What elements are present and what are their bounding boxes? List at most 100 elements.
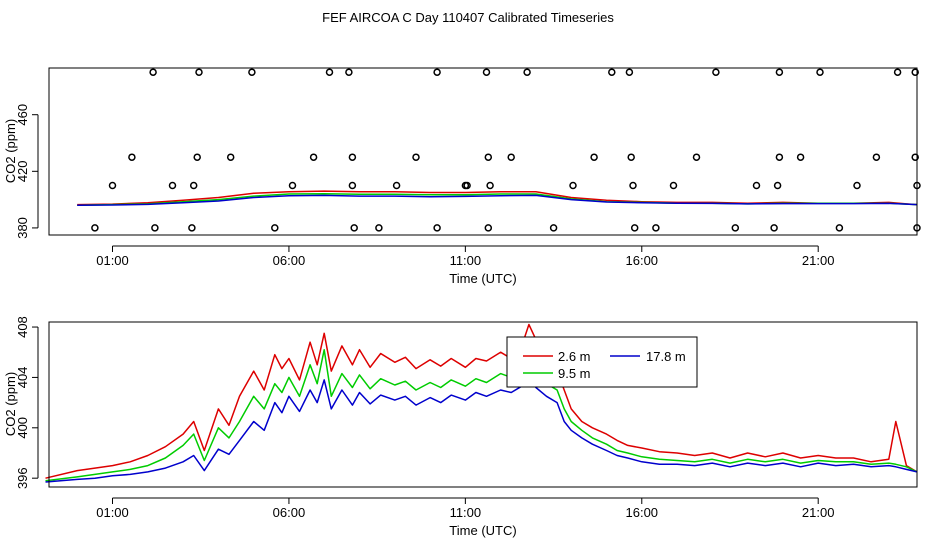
calibration-point (168, 181, 177, 190)
calibration-point (226, 153, 235, 161)
calibration-point (775, 68, 784, 76)
panel-bottom: 01:00 06:00 11:00 16:00 21:00 396 400 404 408 T… (3, 316, 918, 538)
panel-top-series (77, 190, 918, 207)
panel-bottom-x-tick-label: 21:00 (802, 505, 835, 520)
calibration-point (625, 68, 634, 76)
calibration-point (752, 181, 761, 190)
legend-box (506, 336, 698, 388)
panel-bottom-y-axis: 396 400 404 408 (15, 316, 39, 489)
calibration-point (271, 224, 279, 232)
figure-title: FEF AIRCOA C Day 110407 Calibrated Times… (322, 10, 614, 25)
legend-label-17-8m: 17.8 m (646, 349, 686, 364)
calibration-point (731, 224, 740, 232)
calibration-point (773, 181, 782, 190)
calibration-point (627, 153, 635, 161)
calibration-point (796, 153, 805, 161)
calibration-point (288, 181, 297, 190)
calibration-point (375, 224, 383, 232)
panel-bottom-x-tick-label: 16:00 (626, 505, 659, 520)
panel-top-y-tick-label: 420 (15, 160, 30, 182)
panel-top-calibration-points (91, 68, 921, 232)
calibration-point (652, 224, 660, 232)
panel-top-x-tick-label: 01:00 (96, 253, 129, 268)
panel-top-frame (48, 67, 918, 236)
calibration-point (128, 153, 136, 161)
calibration-point (893, 68, 902, 76)
calibration-point (911, 68, 919, 76)
calibration-point (770, 224, 778, 232)
calibration-point (348, 153, 357, 161)
calibration-point (325, 68, 334, 76)
panel-bottom-y-tick-label: 400 (15, 417, 30, 439)
calibration-point (482, 68, 491, 76)
legend-label-9-5m: 9.5 m (558, 366, 591, 381)
panel-top-x-axis: 01:00 06:00 11:00 16:00 21:00 (96, 245, 835, 268)
panel-top-y-axis: 380 420 460 (15, 104, 39, 239)
calibration-point (193, 153, 201, 161)
legend: 2.6 m 9.5 m 17.8 m (506, 336, 698, 388)
panel-bottom-x-axis: 01:00 06:00 11:00 16:00 21:00 (96, 497, 835, 520)
panel-top-y-label: CO2 (ppm) (3, 119, 18, 183)
calibration-point (853, 181, 861, 190)
calibration-point (189, 181, 198, 190)
panel-bottom-y-tick-label: 404 (15, 367, 30, 389)
calibration-point (392, 181, 401, 190)
panel-bottom-frame (48, 321, 918, 488)
panel-bottom-y-tick-label: 396 (15, 467, 30, 489)
panel-top: 01:00 06:00 11:00 16:00 21:00 380 420 460 Time… (3, 67, 921, 286)
panel-top-y-tick-label: 460 (15, 104, 30, 126)
panel-bottom-y-tick-label: 408 (15, 316, 30, 338)
calibration-point (309, 153, 318, 161)
calibration-point (872, 153, 881, 161)
panel-top-x-tick-label: 16:00 (626, 253, 659, 268)
calibration-point (195, 68, 203, 76)
panel-bottom-series-line-9-5-m (45, 348, 918, 482)
panel-top-x-label: Time (UTC) (449, 271, 516, 286)
calibration-point (669, 181, 678, 190)
panel-bottom-x-tick-label: 01:00 (96, 505, 129, 520)
panel-top-series-line-17-8-m (77, 194, 918, 207)
calibration-point (188, 224, 196, 232)
calibration-point (629, 181, 637, 190)
calibration-point (412, 153, 420, 161)
calibration-point (816, 68, 824, 76)
calibration-point (712, 68, 720, 76)
calibration-point (630, 224, 639, 232)
legend-label-2-6m: 2.6 m (558, 349, 591, 364)
panel-bottom-x-tick-label: 11:00 (450, 505, 482, 520)
calibration-point (91, 224, 99, 232)
calibration-point (549, 224, 558, 232)
panel-top-x-tick-label: 11:00 (450, 253, 482, 268)
calibration-point (569, 181, 577, 190)
panel-bottom-x-label: Time (UTC) (449, 523, 516, 538)
panel-bottom-y-label: CO2 (ppm) (3, 372, 18, 436)
panel-top-x-tick-label: 21:00 (802, 253, 835, 268)
calibration-point (350, 224, 358, 232)
calibration-point (149, 68, 157, 76)
calibration-point (433, 68, 441, 76)
panel-bottom-series-line-17-8-m (45, 379, 918, 483)
calibration-point (433, 224, 441, 232)
panel-bottom-series (45, 323, 918, 483)
calibration-point (108, 181, 117, 190)
panel-top-y-tick-label: 380 (15, 217, 30, 239)
calibration-point (692, 153, 701, 161)
calibration-point (463, 181, 471, 190)
panel-top-x-tick-label: 06:00 (273, 253, 306, 268)
calibration-point (590, 153, 598, 161)
panel-bottom-x-tick-label: 06:00 (273, 505, 306, 520)
calibration-point (835, 224, 844, 232)
calibration-point (523, 68, 531, 76)
calibration-point (484, 224, 493, 232)
calibration-point (775, 153, 784, 161)
calibration-point (345, 68, 353, 76)
calibration-point (507, 153, 515, 161)
calibration-point (484, 153, 493, 161)
calibration-point (248, 68, 256, 76)
calibration-point (911, 153, 919, 161)
calibration-point (151, 224, 159, 232)
panel-bottom-series-line-2-6-m (45, 323, 918, 479)
calibration-point (608, 68, 616, 76)
calibration-point (348, 181, 357, 190)
